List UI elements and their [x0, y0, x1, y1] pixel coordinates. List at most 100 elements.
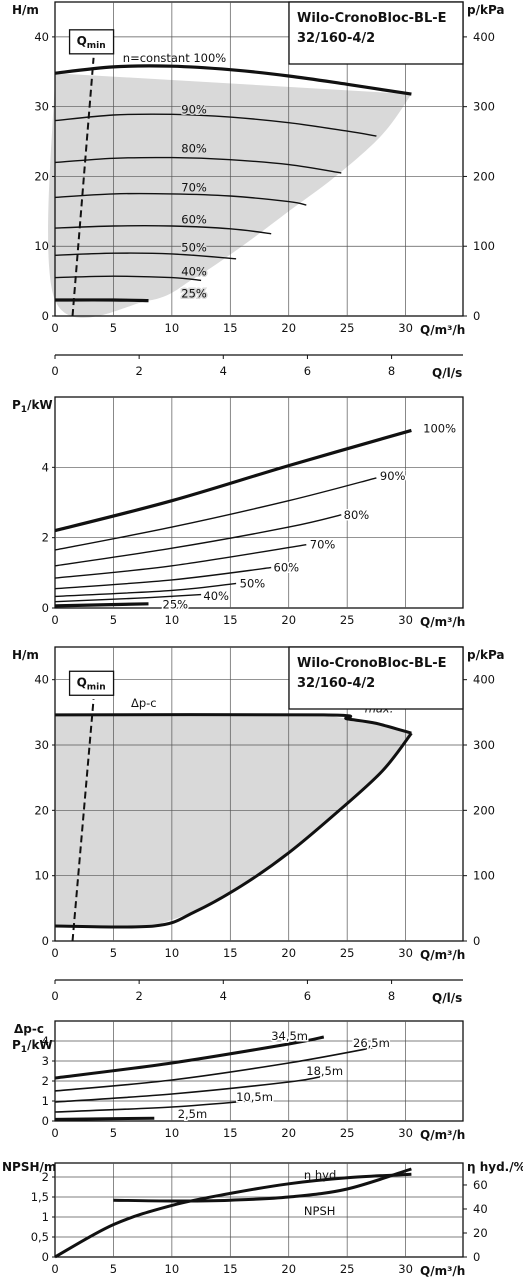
power_flow_dpc-x-tick-label: 25 [340, 1126, 355, 1140]
npsh_eff-y-tick-label: 2 [42, 1170, 49, 1184]
head_flow-y2-tick-label: 200 [473, 169, 495, 183]
power_flow_dpc-curve-26-5m [54, 1046, 377, 1092]
power_flow_dpc-y-tick-label: 4 [42, 1034, 49, 1048]
head_flow-label-50: 50% [181, 241, 207, 255]
npsh_eff-y-tick-label: 0 [42, 1250, 49, 1264]
head_flow-title-line2: 32/160-4/2 [297, 31, 375, 46]
npsh_eff-x-tick-label: 5 [110, 1262, 117, 1276]
power_flow-curve-100 [54, 428, 412, 533]
head_flow_dpc-y2-title: p/kPa [467, 648, 505, 662]
power_flow_dpc-y-tick-label: 3 [42, 1054, 49, 1068]
head_flow-label-60: 60% [181, 213, 207, 227]
head_flow-x-tick-label: 30 [398, 321, 413, 335]
npsh_eff-x-tick-label: 0 [51, 1262, 58, 1276]
head_flow-y2-tick-label: 100 [473, 239, 495, 253]
npsh_eff-x-tick-label: 10 [165, 1262, 180, 1276]
flow_ls_axis_2-tick-label: 0 [51, 989, 58, 1003]
head_flow-label-90: 90% [181, 102, 207, 116]
flow_ls_axis_1-title: Q/l/s [432, 366, 462, 380]
head_flow-label-25: 25% [181, 287, 207, 301]
head_flow-y2-tick-label: 400 [473, 30, 495, 44]
power_flow-y-tick-label: 0 [42, 601, 49, 615]
head_flow_dpc-y2-tick-label: 0 [473, 934, 480, 948]
flow_ls_axis_2-tick-label: 4 [220, 989, 227, 1003]
flow_ls_axis_1-tick-label: 6 [304, 364, 311, 378]
head_flow-title-box [288, 1, 464, 65]
npsh_eff-y-title: NPSH/m [2, 1160, 56, 1174]
head_flow_dpc-y-tick-label: 10 [34, 869, 49, 883]
head_flow-label-n-constant-100: n=constant 100% [123, 51, 227, 65]
power_flow-curve-25 [54, 602, 149, 608]
npsh_eff-x-tick-label: 15 [223, 1262, 238, 1276]
power_flow_dpc-label-18-5m: 18,5m [306, 1064, 343, 1078]
npsh_eff-x-tick-label: 20 [281, 1262, 296, 1276]
head_flow_dpc-x-tick-label: 0 [51, 946, 58, 960]
head_flow_dpc-curve-min [54, 732, 413, 929]
power_flow-curve-50 [54, 582, 237, 598]
head_flow-curve-40 [54, 275, 202, 282]
flow_ls_axis_2-tick-label: 8 [388, 989, 395, 1003]
npsh_eff-y2-tick-label: 20 [473, 1226, 488, 1240]
power_flow-label-40: 40% [203, 589, 229, 603]
power_flow_dpc-y-tick-label: 2 [42, 1074, 49, 1088]
head_flow_dpc-title-line1: Wilo-CronoBloc-BL-E [297, 656, 447, 671]
power_flow-x-tick-label: 25 [340, 613, 355, 627]
power_flow_dpc-x-tick-label: 10 [165, 1126, 180, 1140]
power_flow_dpc-curve-34-5m [54, 1035, 325, 1080]
head_flow-curve-60 [54, 224, 272, 235]
head_flow_dpc-y2-tick-label: 100 [473, 869, 495, 883]
head_flow-label-70: 70% [181, 181, 207, 195]
power_flow-curve-70 [54, 544, 307, 579]
head_flow-qmin-line [71, 57, 95, 317]
head_flow-x-title: Q/m³/h [420, 323, 465, 337]
power_flow-curve-80 [54, 514, 342, 567]
head_flow-curve-90 [54, 113, 377, 137]
power_flow_dpc-y-tick-label: 0 [42, 1114, 49, 1128]
power_flow-label-90: 90% [380, 469, 406, 483]
head_flow-curve-25 [54, 298, 149, 303]
power_flow-x-tick-label: 0 [51, 613, 58, 627]
power_flow_dpc-y-tick-label: 1 [42, 1094, 49, 1108]
npsh_eff-y-tick-label: 1,5 [31, 1190, 49, 1204]
npsh_eff-y2-tick-label: 60 [473, 1178, 488, 1192]
power_flow-label-70: 70% [310, 538, 336, 552]
power_flow_dpc-x-tick-label: 5 [110, 1126, 117, 1140]
head_flow-y-tick-label: 40 [34, 30, 49, 44]
npsh_eff-y-tick-label: 1 [42, 1210, 49, 1224]
flow_ls_axis_1-tick-label: 2 [135, 364, 142, 378]
npsh_eff-x-title: Q/m³/h [420, 1264, 465, 1278]
head_flow-x-tick-label: 5 [110, 321, 117, 335]
npsh_eff-curve-hyd [54, 1172, 412, 1259]
head_flow-x-tick-label: 15 [223, 321, 238, 335]
npsh_eff-label-eta: η hyd. [304, 1168, 340, 1182]
head_flow_dpc-y-tick-label: 0 [42, 934, 49, 948]
power_flow_dpc-label-34-5m: 34,5m [271, 1029, 308, 1043]
head_flow_dpc-qmin-line [71, 699, 95, 942]
power_flow_dpc-y-title-top: Δp-c [14, 1022, 44, 1036]
power_flow_dpc-frame [54, 1020, 464, 1122]
head_flow-y-tick-label: 10 [34, 239, 49, 253]
npsh_eff-frame [54, 1162, 464, 1258]
power_flow-y-title: P1/kW [12, 398, 53, 415]
npsh_eff-y2-tick-label: 0 [473, 1250, 480, 1264]
head_flow-x-tick-label: 10 [165, 321, 180, 335]
head_flow_dpc-mode-label: Δp-c [131, 696, 157, 710]
npsh_eff-curve-npsh [113, 1167, 412, 1203]
power_flow-x-tick-label: 5 [110, 613, 117, 627]
power_flow_dpc-curve-10-5m [54, 1099, 260, 1113]
head_flow-y2-tick-label: 300 [473, 100, 495, 114]
power_flow-label-25: 25% [163, 597, 189, 611]
head_flow-frame [54, 1, 464, 317]
power_flow_dpc-curve-18-5m [54, 1075, 324, 1103]
power_flow-x-tick-label: 30 [398, 613, 413, 627]
head_flow-curve-n-constant-100 [54, 64, 412, 96]
flow_ls_axis_1-tick-label: 0 [51, 364, 58, 378]
npsh_eff-y2-tick-label: 40 [473, 1202, 488, 1216]
head_flow-y2-tick-label: 0 [473, 309, 480, 323]
head_flow_dpc-y-tick-label: 40 [34, 673, 49, 687]
power_flow_dpc-curve-2-5m [54, 1116, 155, 1121]
power_flow-curve-40 [54, 593, 202, 603]
head_flow-y-tick-label: 20 [34, 169, 49, 183]
head_flow_dpc-operating-area [55, 714, 412, 926]
